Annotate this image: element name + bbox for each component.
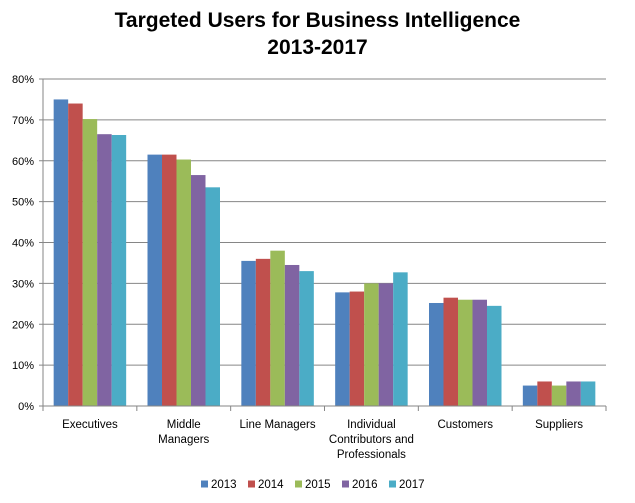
legend-swatch — [389, 480, 396, 488]
y-tick-label: 60% — [12, 156, 34, 168]
bar — [270, 250, 285, 406]
bar — [284, 264, 300, 406]
x-tick-label: Customers — [437, 419, 493, 431]
bar — [364, 283, 379, 406]
bar — [111, 134, 127, 406]
bar — [472, 299, 487, 406]
legend-swatch — [295, 480, 302, 488]
x-tick-label: Individual — [347, 419, 396, 431]
legend-label: 2016 — [352, 479, 378, 491]
x-tick-label: Contributors and — [329, 434, 414, 446]
bar — [255, 258, 271, 406]
bar — [393, 272, 408, 406]
y-tick-label: 40% — [12, 238, 34, 250]
legend-label: 2015 — [305, 479, 331, 491]
bar — [458, 299, 473, 406]
x-tick-label: Line Managers — [240, 419, 316, 431]
y-axis-ticks: 0% 10% 20% 30% 40% 50% 60% 70% 80% — [12, 74, 43, 413]
y-tick-label: 50% — [12, 197, 34, 209]
bar — [566, 381, 581, 406]
legend-swatch — [201, 480, 208, 488]
chart-title-line: Targeted Users for Business Intelligence — [115, 9, 521, 32]
bars — [53, 99, 596, 407]
x-tick-label: Executives — [62, 419, 118, 431]
bar — [82, 119, 98, 407]
bar — [487, 305, 502, 406]
chart-title-line: 2013-2017 — [267, 36, 367, 59]
bar — [349, 291, 365, 406]
bar — [68, 103, 83, 407]
x-tick-label: Suppliers — [535, 419, 583, 431]
bar — [97, 134, 112, 406]
bar — [205, 187, 220, 406]
bar — [378, 283, 394, 406]
y-tick-label: 0% — [18, 401, 34, 413]
y-tick-label: 30% — [12, 278, 34, 290]
bar — [299, 271, 314, 406]
legend-label: 2013 — [211, 479, 237, 491]
bar — [176, 159, 191, 406]
bar — [429, 302, 444, 406]
x-tick-label: Middle — [167, 419, 201, 431]
bar — [53, 99, 69, 406]
bar — [162, 154, 177, 406]
bar — [443, 297, 458, 406]
legend: 2013 2014 2015 2016 2017 — [201, 479, 425, 491]
bar — [580, 381, 596, 406]
bar — [335, 292, 350, 406]
y-tick-label: 70% — [12, 115, 34, 127]
legend-swatch — [342, 480, 349, 488]
legend-label: 2014 — [258, 479, 284, 491]
bar — [191, 175, 206, 406]
y-tick-label: 20% — [12, 319, 34, 331]
gridlines — [43, 78, 606, 366]
bar — [147, 154, 162, 406]
x-axis-labels: Executives Middle Managers Line Managers Ind… — [62, 419, 583, 461]
x-tick-label: Managers — [158, 434, 209, 446]
bar — [241, 260, 256, 406]
y-tick-label: 80% — [12, 74, 34, 86]
axes — [42, 79, 607, 411]
chart-title: Targeted Users for Business Intelligence… — [115, 9, 521, 59]
y-tick-label: 10% — [12, 360, 34, 372]
bar — [522, 385, 538, 406]
x-tick-label: Professionals — [337, 449, 406, 461]
legend-label: 2017 — [399, 479, 425, 491]
bar — [551, 385, 567, 406]
legend-swatch — [248, 480, 255, 488]
bar — [537, 381, 552, 406]
